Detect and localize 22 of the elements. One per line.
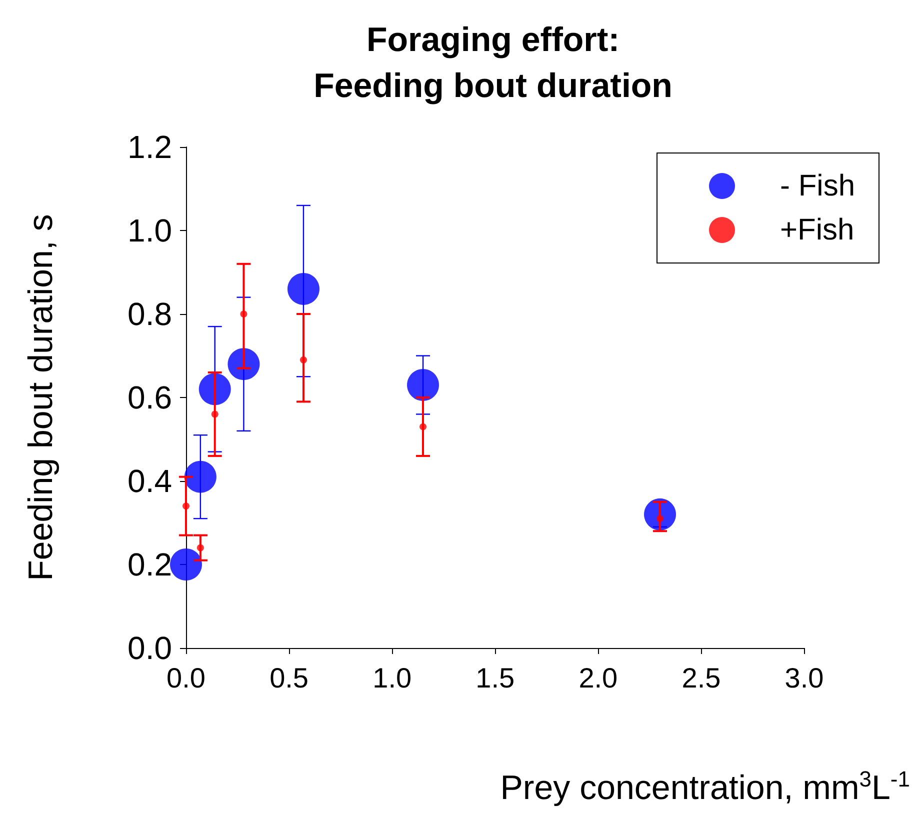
x-tick-label: 2.5 — [682, 662, 721, 694]
legend-label: +Fish — [780, 214, 854, 246]
point — [170, 548, 202, 580]
legend-label: - Fish — [780, 170, 855, 202]
chart-title: Foraging effort: Feeding bout duration — [314, 21, 672, 105]
x-tick-label: 1.0 — [372, 662, 412, 694]
point — [184, 460, 216, 493]
y-tick-label: 0.8 — [128, 296, 172, 332]
y-tick-label: 0.6 — [128, 380, 172, 416]
point — [228, 348, 260, 380]
y-tick-label: 1.0 — [128, 212, 172, 248]
x-tick-label: 0.5 — [270, 662, 309, 694]
point — [407, 368, 440, 401]
x-tick-label: 1.5 — [476, 662, 515, 694]
point — [288, 272, 320, 305]
y-tick-label: 0.4 — [128, 463, 172, 499]
x-tick-label: 2.0 — [578, 662, 618, 694]
point — [198, 373, 231, 406]
y-axis-title: Feeding bout duration, s — [22, 214, 60, 581]
x-tick-label: 3.0 — [784, 662, 824, 694]
y-tick-label: 1.2 — [128, 129, 172, 165]
y-tick-label: 0.2 — [128, 546, 172, 582]
